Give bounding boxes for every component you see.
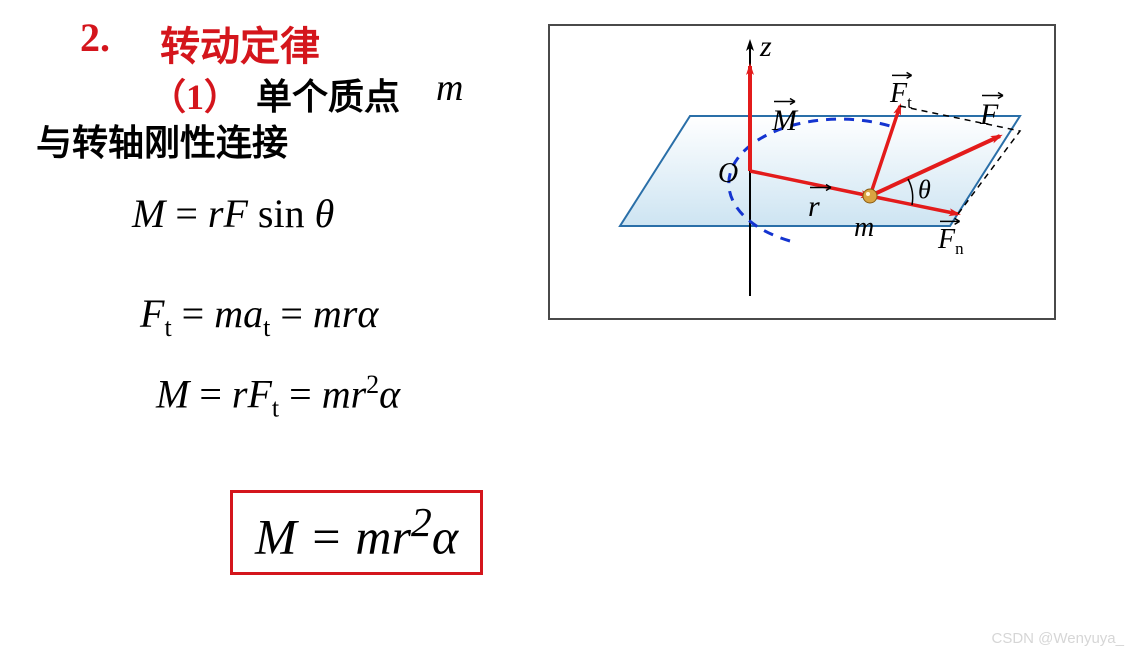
section-number: 2. <box>80 14 110 61</box>
equation-3: M = rFt = mr2α <box>156 370 400 423</box>
svg-text:r: r <box>808 190 820 223</box>
svg-text:F: F <box>979 98 999 131</box>
physics-diagram: z O Mr m F Ft Fnθ <box>550 26 1054 318</box>
equation-2: Ft = mat = mrα <box>140 290 378 343</box>
svg-text:Fn: Fn <box>937 224 964 258</box>
subsection-text-1: 单个质点 <box>256 68 400 120</box>
svg-text:m: m <box>854 212 874 243</box>
boxed-equation: M = mr2α <box>230 490 483 575</box>
figure-frame: z O Mr m F Ft Fnθ <box>548 24 1056 320</box>
subsection-text-2: 与转轴刚性连接 <box>36 114 288 166</box>
equation-1: M = rF sin θ <box>132 190 334 237</box>
watermark: CSDN @Wenyuya_ <box>992 630 1125 647</box>
section-title: 转动定律 <box>160 14 320 72</box>
svg-text:O: O <box>718 158 738 189</box>
svg-text:Ft: Ft <box>889 78 912 112</box>
svg-text:θ: θ <box>918 175 931 204</box>
svg-text:z: z <box>759 30 772 63</box>
variable-m: m <box>436 66 463 110</box>
svg-text:M: M <box>771 104 799 137</box>
subsection-number: （1） <box>150 68 240 120</box>
